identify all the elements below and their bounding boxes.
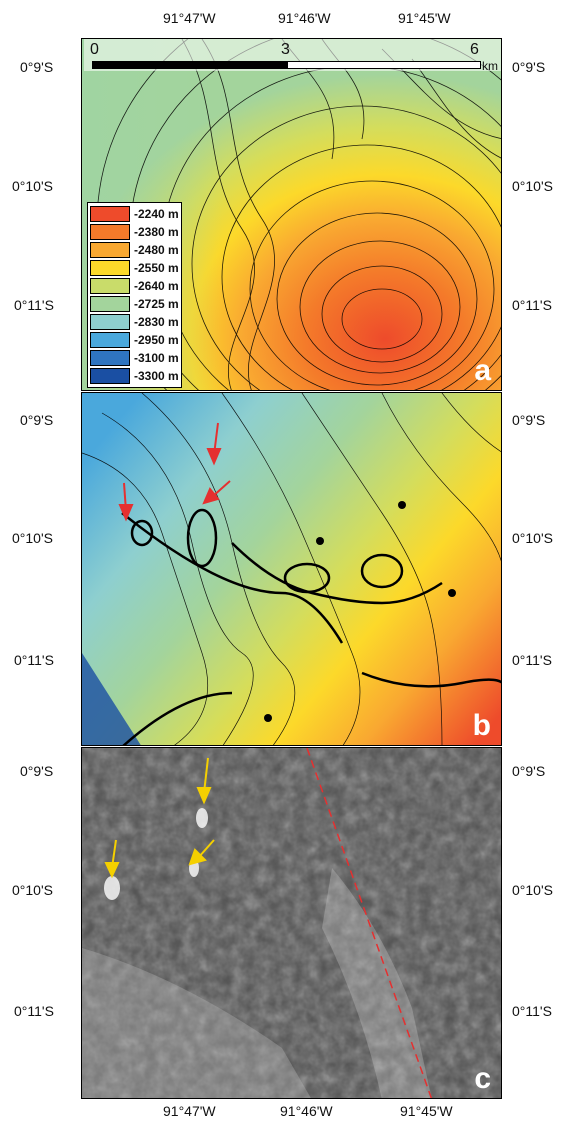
bottom-lon-label-2: 91°46'W [280,1103,333,1119]
legend-row: -2240 m [90,205,179,223]
legend-label: -2640 m [134,279,179,293]
legend-row: -2725 m [90,295,179,313]
lat-label-a-3-right: 0°11'S [512,297,552,313]
scale-tick-6: 6 [470,41,479,58]
lat-label-c-3-left: 0°11'S [14,1003,54,1019]
sidescan-sonar-panel-c: c [81,747,502,1099]
legend-label: -3100 m [134,351,179,365]
lat-label-a-2-left: 0°10'S [12,178,53,194]
scale-bar: 0 3 6 km [84,39,501,73]
depth-legend: -2240 m -2380 m -2480 m -2550 m -2640 m … [87,202,182,388]
panel-label-c: c [474,1062,491,1095]
legend-row: -3300 m [90,367,179,385]
top-lon-label-1: 91°47'W [163,10,216,26]
legend-row: -2640 m [90,277,179,295]
lat-label-a-1-right: 0°9'S [512,59,546,75]
top-lon-label-2: 91°46'W [278,10,331,26]
scale-tick-3: 3 [281,41,290,58]
panel-label-b: b [472,709,491,742]
lat-label-b-1-left: 0°9'S [20,412,54,428]
legend-label: -2480 m [134,243,179,257]
bottom-lon-label-1: 91°47'W [163,1103,216,1119]
scale-bar-empty-segment [287,61,481,69]
lat-label-b-2-left: 0°10'S [12,530,53,546]
legend-swatch [90,332,130,348]
legend-swatch [90,296,130,312]
yellow-arrows [104,757,215,879]
scale-unit: km [482,59,498,73]
legend-row: -2480 m [90,241,179,259]
lat-label-b-2-right: 0°10'S [512,530,553,546]
legend-swatch [90,350,130,366]
legend-label: -2725 m [134,297,179,311]
lat-label-c-2-left: 0°10'S [12,882,53,898]
bathymetry-map-panel-b: b [81,392,502,746]
lat-label-c-2-right: 0°10'S [512,882,553,898]
legend-swatch [90,260,130,276]
legend-swatch [90,368,130,384]
legend-row: -2550 m [90,259,179,277]
panel-label-a: a [474,354,491,387]
scale-tick-0: 0 [90,41,99,58]
legend-row: -3100 m [90,349,179,367]
legend-row: -2830 m [90,313,179,331]
lat-label-b-3-right: 0°11'S [512,652,552,668]
lat-label-b-1-right: 0°9'S [512,412,546,428]
bottom-lon-label-3: 91°45'W [400,1103,453,1119]
lat-label-a-2-right: 0°10'S [512,178,553,194]
lat-label-c-1-left: 0°9'S [20,763,54,779]
lat-label-a-3-left: 0°11'S [14,297,54,313]
legend-row: -2950 m [90,331,179,349]
lat-label-c-3-right: 0°11'S [512,1003,552,1019]
lat-label-a-1-left: 0°9'S [20,59,54,75]
legend-label: -2380 m [134,225,179,239]
legend-swatch [90,242,130,258]
legend-swatch [90,278,130,294]
backscatter-image [82,748,501,1098]
scale-bar-filled-segment [92,61,287,69]
legend-label: -2950 m [134,333,179,347]
legend-row: -2380 m [90,223,179,241]
legend-swatch [90,314,130,330]
top-lon-label-3: 91°45'W [398,10,451,26]
legend-label: -3300 m [134,369,179,383]
bathymetry-map-panel-a: 0 3 6 km -2240 m -2380 m -2480 m -2550 m… [81,38,502,391]
legend-label: -2830 m [134,315,179,329]
legend-swatch [90,224,130,240]
legend-swatch [90,206,130,222]
legend-label: -2550 m [134,261,179,275]
legend-label: -2240 m [134,207,179,221]
dashed-track-line [306,748,433,1098]
lat-label-b-3-left: 0°11'S [14,652,54,668]
lat-label-c-1-right: 0°9'S [512,763,546,779]
hires-bathymetry-contours [82,393,501,745]
